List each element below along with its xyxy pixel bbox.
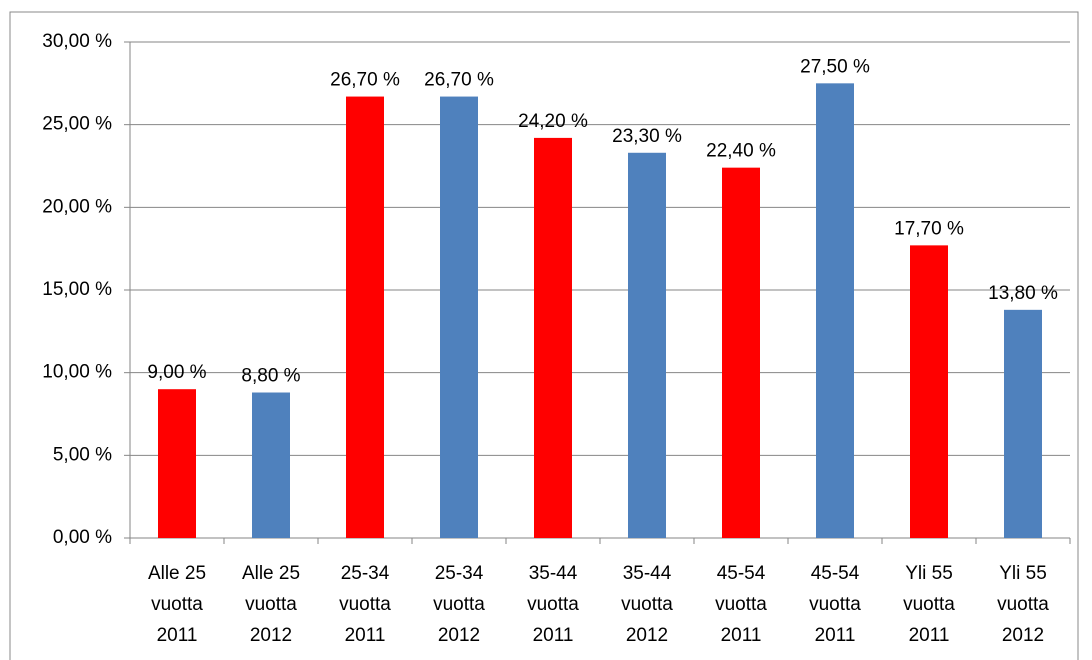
x-tick-label: 35-44 bbox=[623, 563, 672, 584]
x-tick-label: 2012 bbox=[1002, 625, 1044, 646]
x-tick-label: 25-34 bbox=[341, 563, 390, 584]
x-tick-label: Yli 55 bbox=[905, 563, 953, 584]
x-tick-label: 2011 bbox=[815, 625, 856, 646]
bar bbox=[910, 245, 948, 539]
bar bbox=[816, 83, 854, 538]
bar bbox=[158, 389, 196, 538]
chart-frame bbox=[9, 11, 1079, 660]
bar bbox=[252, 392, 290, 538]
bar bbox=[722, 167, 760, 539]
bar bbox=[628, 152, 666, 539]
value-label: 24,20 % bbox=[518, 111, 588, 132]
value-label: 8,80 % bbox=[241, 366, 300, 387]
x-tick-label: vuotta bbox=[527, 594, 579, 615]
y-tick-label: 20,00 % bbox=[42, 196, 112, 217]
value-label: 13,80 % bbox=[988, 283, 1058, 304]
value-label: 9,00 % bbox=[147, 362, 206, 383]
y-tick-label: 30,00 % bbox=[42, 31, 112, 52]
value-label: 22,40 % bbox=[706, 141, 776, 162]
x-tick-label: vuotta bbox=[997, 594, 1049, 615]
x-tick-label: vuotta bbox=[151, 594, 203, 615]
x-tick-label: vuotta bbox=[903, 594, 955, 615]
x-tick-label: Alle 25 bbox=[242, 563, 300, 584]
x-tick-label: 25-34 bbox=[435, 563, 484, 584]
value-label: 26,70 % bbox=[330, 70, 400, 91]
value-label: 26,70 % bbox=[424, 70, 494, 91]
y-tick-label: 25,00 % bbox=[42, 114, 112, 135]
x-tick-label: 45-54 bbox=[811, 563, 860, 584]
y-tick-label: 0,00 % bbox=[53, 527, 112, 548]
x-tick-label: Yli 55 bbox=[999, 563, 1047, 584]
y-tick-label: 10,00 % bbox=[42, 362, 112, 383]
x-tick-label: vuotta bbox=[339, 594, 391, 615]
value-label: 23,30 % bbox=[612, 126, 682, 147]
bar bbox=[440, 96, 478, 538]
x-tick-label: 2011 bbox=[157, 625, 198, 646]
bar bbox=[1004, 309, 1042, 538]
x-tick-label: vuotta bbox=[245, 594, 297, 615]
x-tick-label: 35-44 bbox=[529, 563, 578, 584]
y-tick-label: 15,00 % bbox=[42, 279, 112, 300]
x-tick-label: 2011 bbox=[345, 625, 386, 646]
x-tick-label: vuotta bbox=[715, 594, 767, 615]
x-tick-label: 2011 bbox=[721, 625, 762, 646]
x-tick-label: 45-54 bbox=[717, 563, 766, 584]
y-tick-label: 5,00 % bbox=[53, 444, 112, 465]
x-tick-label: 2011 bbox=[909, 625, 950, 646]
x-tick-label: vuotta bbox=[433, 594, 485, 615]
bar bbox=[534, 137, 572, 539]
x-tick-label: Alle 25 bbox=[148, 563, 206, 584]
x-tick-label: vuotta bbox=[809, 594, 861, 615]
x-tick-label: 2011 bbox=[533, 625, 574, 646]
x-tick-label: 2012 bbox=[438, 625, 480, 646]
bar bbox=[346, 96, 384, 538]
value-label: 17,70 % bbox=[894, 218, 964, 239]
value-label: 27,50 % bbox=[800, 56, 870, 77]
x-tick-label: 2012 bbox=[626, 625, 668, 646]
x-tick-label: 2012 bbox=[250, 625, 292, 646]
x-tick-label: vuotta bbox=[621, 594, 673, 615]
